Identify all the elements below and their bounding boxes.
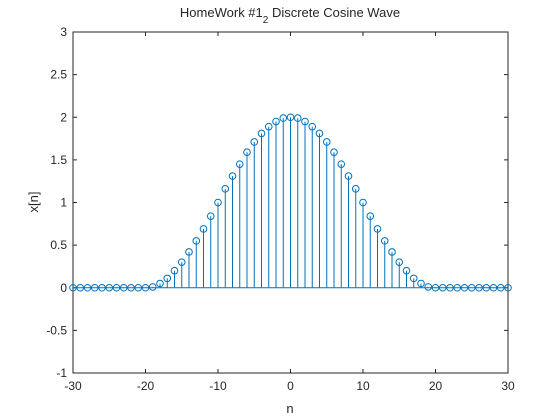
y-tick-label: 3 [60, 25, 67, 39]
stem-marker [170, 266, 179, 275]
stem-marker [83, 283, 92, 292]
stem-marker [257, 129, 266, 138]
stem-marker [395, 258, 404, 266]
stem-marker [192, 237, 201, 245]
stem-marker [69, 283, 77, 292]
chart-title: HomeWork #12 Discrete Cosine Wave [180, 5, 400, 26]
stem-marker [76, 283, 85, 292]
stem-marker [409, 274, 418, 283]
stem-marker [206, 212, 215, 220]
stem-marker [446, 283, 454, 292]
y-tick-label: 0.5 [50, 238, 67, 252]
stem-marker [214, 198, 222, 207]
stem-marker [438, 283, 447, 292]
stem-marker [286, 113, 295, 122]
x-tick-label: -10 [209, 379, 227, 393]
stem-marker [388, 248, 396, 256]
stem-marker [475, 283, 483, 292]
y-tick-label: -0.5 [46, 323, 67, 337]
stem-marker [228, 172, 237, 180]
x-tick-label: 30 [501, 379, 515, 393]
stem-marker [417, 279, 425, 288]
stem-marker [279, 114, 288, 122]
y-tick-label: 1.5 [50, 153, 67, 167]
y-tick-label: 2.5 [50, 68, 67, 82]
stem-marker [134, 283, 143, 292]
stem-marker [243, 148, 251, 157]
stem-marker [330, 148, 338, 157]
stem-marker [156, 279, 164, 288]
stem-marker [119, 283, 128, 292]
x-tick-label: -30 [64, 379, 82, 393]
stem-marker [185, 248, 193, 256]
stem-marker [105, 283, 114, 292]
y-axis-label: x[n] [26, 192, 41, 213]
x-axis-label: n [286, 401, 293, 416]
stem-marker [373, 225, 382, 233]
y-tick-label: 2 [60, 110, 67, 124]
stem-marker [141, 283, 150, 292]
stem-marker [235, 160, 244, 168]
stem-marker [344, 172, 353, 180]
stem-marker [489, 283, 498, 292]
stem-marker [366, 212, 375, 220]
y-tick-label: 0 [60, 281, 67, 295]
stem-marker [272, 117, 280, 126]
y-tick-label: -1 [56, 366, 67, 380]
stem-marker [199, 225, 208, 233]
stem-marker [90, 283, 99, 292]
x-tick-label: 20 [429, 379, 443, 393]
stem-marker [127, 283, 135, 292]
stem-marker [496, 283, 505, 292]
stem-marker [482, 283, 491, 292]
x-tick-label: -20 [137, 379, 155, 393]
stem-marker [264, 122, 273, 131]
stem-marker [221, 185, 230, 193]
stem-marker [453, 283, 462, 292]
axis-ticks: -30 -20 -10 0 10 20 30 -1 -0.5 0 0.5 1 1.5 2 2.5 3 [46, 25, 515, 393]
stem-marker [351, 185, 360, 193]
stem-marker [424, 283, 433, 291]
stem-marker [322, 138, 331, 146]
stem-marker [98, 283, 106, 292]
stem-marker [250, 138, 259, 146]
stem-marker [504, 283, 512, 292]
stem-marker [177, 258, 186, 266]
stem-marker [301, 117, 309, 126]
stem-marker [308, 122, 317, 131]
x-tick-label: 0 [287, 379, 294, 393]
stem-marker [460, 283, 469, 292]
stem-marker [431, 283, 440, 292]
stem-marker [293, 114, 302, 122]
stem-marker [402, 266, 411, 275]
stems [152, 117, 429, 288]
x-tick-label: 10 [356, 379, 370, 393]
stem-marker [380, 237, 389, 245]
stem-marker [315, 129, 324, 138]
stem-marker [359, 198, 367, 207]
stem-markers [69, 113, 512, 292]
stem-marker [163, 274, 172, 283]
stem-marker [467, 283, 476, 292]
stem-marker [148, 283, 157, 291]
stem-marker [112, 283, 121, 292]
y-tick-label: 1 [60, 196, 67, 210]
stem-marker [337, 160, 346, 168]
